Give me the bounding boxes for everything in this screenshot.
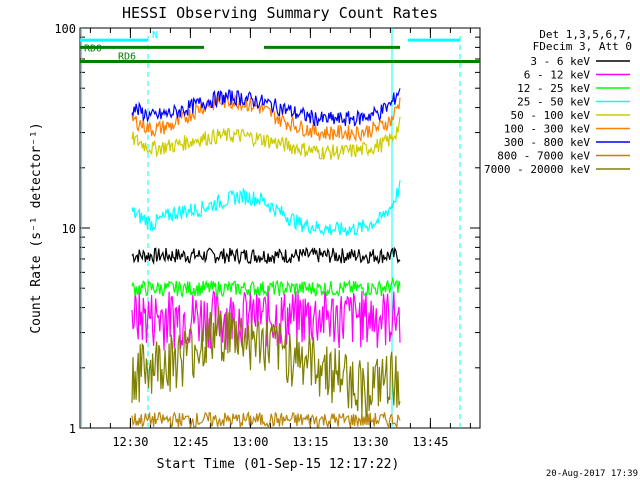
- chart-title: HESSI Observing Summary Count Rates: [122, 4, 438, 22]
- series-line-5: [131, 116, 401, 160]
- legend-header-line-2: FDecim 3, Att 0: [533, 40, 632, 53]
- y-tick-label: 10: [62, 222, 76, 236]
- n-label: N: [152, 30, 158, 41]
- legend-label: 7000 - 20000 keV: [484, 163, 590, 176]
- series-line-8: [131, 410, 401, 430]
- rd6-label: RD6: [118, 51, 136, 62]
- x-tick-label: 13:15: [292, 435, 328, 449]
- series-line-7: [131, 88, 401, 127]
- y-axis-label: Count Rate (s⁻¹ detector⁻¹): [29, 122, 44, 333]
- legend-label: 300 - 800 keV: [504, 136, 590, 149]
- legend-label: 6 - 12 keV: [524, 69, 591, 82]
- legend-label: 3 - 6 keV: [530, 55, 590, 68]
- y-tick-label: 100: [54, 22, 76, 36]
- x-tick-label: 13:00: [232, 435, 268, 449]
- x-tick-label: 13:30: [352, 435, 388, 449]
- x-tick-label: 12:30: [112, 435, 148, 449]
- series-line-6: [131, 92, 401, 143]
- legend-header-line-1: Det 1,3,5,6,7,: [539, 28, 632, 41]
- legend-label: 100 - 300 keV: [504, 123, 590, 136]
- y-tick-label: 1: [69, 422, 76, 436]
- series-line-9: [131, 305, 401, 418]
- legend-label: 50 - 100 keV: [511, 109, 591, 122]
- legend-label: 800 - 7000 keV: [497, 150, 590, 163]
- series-line-4: [131, 180, 401, 237]
- x-tick-label: 12:45: [172, 435, 208, 449]
- x-axis-label: Start Time (01-Sep-15 12:17:22): [157, 457, 400, 472]
- series-line-3: [131, 276, 401, 298]
- timestamp-label: 20-Aug-2017 17:39: [546, 469, 638, 479]
- x-tick-label: 13:45: [412, 435, 448, 449]
- series-line-2: [131, 289, 401, 351]
- legend-label: 12 - 25 keV: [517, 82, 590, 95]
- legend-label: 25 - 50 keV: [517, 96, 590, 109]
- series-line-1: [131, 246, 401, 265]
- rd0-label: RD0: [84, 43, 102, 54]
